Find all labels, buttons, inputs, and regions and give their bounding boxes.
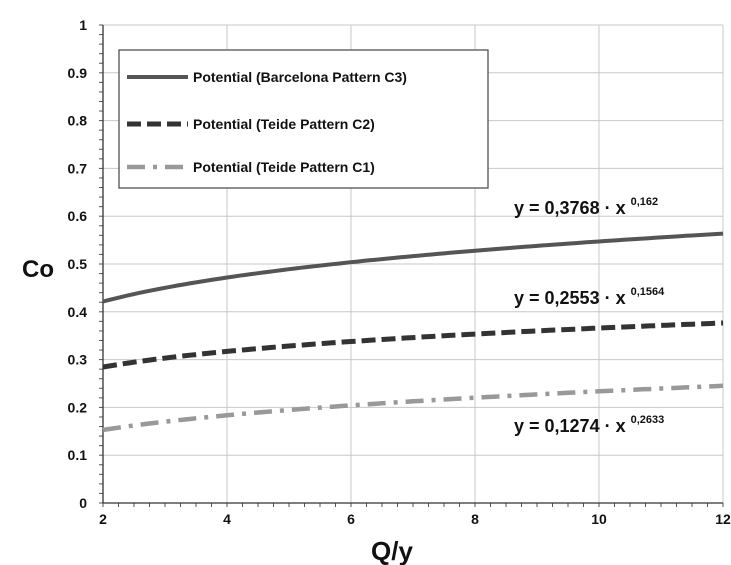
y-tick-labels: 0 0.1 0.2 0.3 0.4 0.5 0.6 0.7 0.8 0.9 1 — [68, 17, 88, 511]
x-tick-label: 2 — [99, 511, 107, 527]
y-tick-label: 0.2 — [68, 399, 88, 415]
y-tick-label: 0.3 — [68, 352, 88, 368]
equation-label-3: y = 0,1274 · x 0,2633 — [514, 414, 664, 436]
axes — [99, 24, 724, 507]
series-line-2 — [102, 320, 724, 370]
y-axis-label: Co — [22, 256, 54, 283]
x-tick-labels: 2 4 6 8 10 12 — [99, 511, 731, 527]
x-tick-label: 8 — [471, 511, 479, 527]
x-tick-label: 12 — [715, 511, 731, 527]
y-tick-label: 0.6 — [68, 208, 88, 224]
x-tick-label: 4 — [223, 511, 231, 527]
y-tick-label: 0.9 — [68, 65, 88, 81]
y-tick-label: 0.5 — [68, 256, 88, 272]
y-tick-label: 0.1 — [68, 447, 88, 463]
x-tick-label: 6 — [347, 511, 355, 527]
legend: Potential (Barcelona Pattern C3) Potentia… — [118, 49, 489, 189]
legend-label-2: Potential (Teide Pattern C2) — [193, 116, 375, 132]
series-line-1 — [102, 231, 724, 304]
y-tick-label: 0.8 — [68, 113, 88, 129]
y-tick-label: 0.4 — [68, 304, 88, 320]
legend-label-3: Potential (Teide Pattern C1) — [193, 159, 375, 175]
x-axis-label: Q/y — [371, 536, 413, 565]
series-lines — [102, 231, 724, 433]
equation-label-1: y = 0,3768 · x 0,162 — [514, 196, 658, 218]
equations: y = 0,3768 · x 0,162 y = 0,2553 · x 0,156… — [514, 196, 665, 436]
series-line-3 — [102, 383, 724, 433]
legend-label-1: Potential (Barcelona Pattern C3) — [193, 69, 407, 85]
x-tick-label: 10 — [591, 511, 607, 527]
y-tick-label: 0 — [79, 495, 87, 511]
y-tick-label: 1 — [79, 17, 87, 33]
y-tick-label: 0.7 — [68, 160, 88, 176]
equation-label-2: y = 0,2553 · x 0,1564 — [514, 286, 665, 308]
